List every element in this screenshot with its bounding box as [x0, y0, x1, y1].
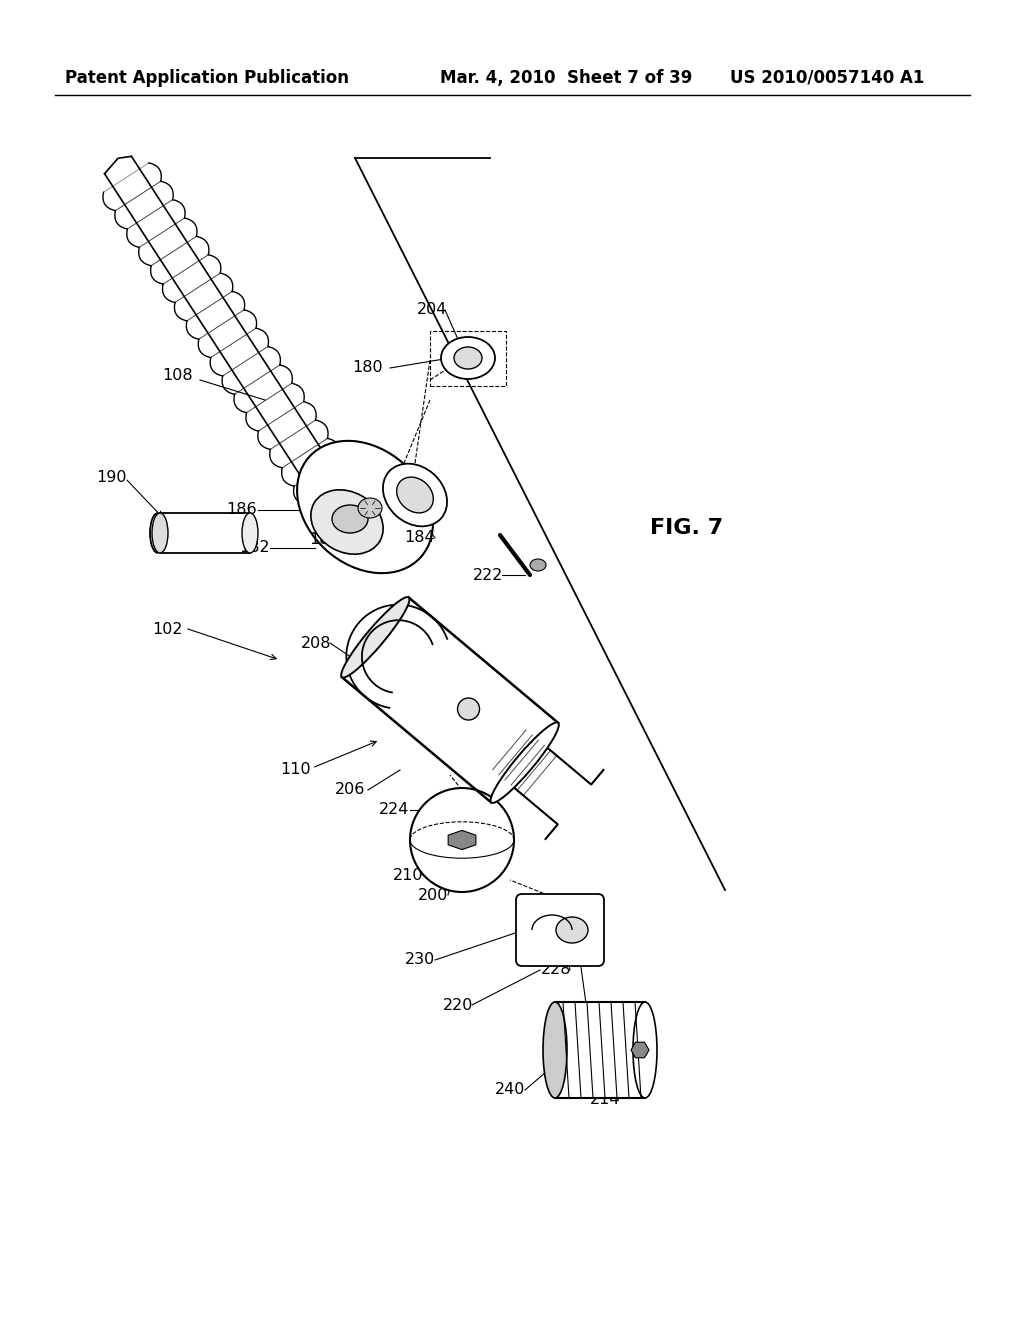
- Text: 208: 208: [301, 635, 331, 651]
- Ellipse shape: [490, 722, 559, 803]
- Ellipse shape: [383, 463, 447, 527]
- Polygon shape: [631, 1043, 649, 1057]
- Text: 214: 214: [590, 1093, 621, 1107]
- Circle shape: [410, 788, 514, 892]
- Ellipse shape: [311, 490, 383, 554]
- Text: 204: 204: [417, 302, 447, 318]
- Ellipse shape: [530, 558, 546, 572]
- Text: 228: 228: [541, 962, 571, 978]
- Text: FIG. 7: FIG. 7: [650, 517, 723, 539]
- Text: US 2010/0057140 A1: US 2010/0057140 A1: [730, 69, 925, 87]
- Ellipse shape: [341, 597, 410, 677]
- Text: 224: 224: [379, 803, 410, 817]
- Text: 102: 102: [153, 623, 183, 638]
- Text: Mar. 4, 2010  Sheet 7 of 39: Mar. 4, 2010 Sheet 7 of 39: [440, 69, 692, 87]
- Text: 216: 216: [419, 632, 450, 648]
- Ellipse shape: [297, 441, 433, 573]
- Text: 230: 230: [404, 953, 435, 968]
- Ellipse shape: [454, 347, 482, 370]
- Text: 190: 190: [96, 470, 127, 486]
- Ellipse shape: [556, 917, 588, 942]
- Polygon shape: [449, 830, 476, 850]
- FancyBboxPatch shape: [555, 1002, 645, 1098]
- Text: 108: 108: [163, 367, 194, 383]
- Ellipse shape: [242, 513, 258, 553]
- Ellipse shape: [152, 513, 168, 553]
- Text: 220: 220: [442, 998, 473, 1012]
- Text: 110: 110: [281, 763, 311, 777]
- Ellipse shape: [633, 1002, 657, 1098]
- Text: 226: 226: [560, 1011, 590, 1026]
- Ellipse shape: [441, 337, 495, 379]
- Text: Patent Application Publication: Patent Application Publication: [65, 69, 349, 87]
- Text: 210: 210: [393, 867, 423, 883]
- Polygon shape: [104, 156, 358, 524]
- Text: 200: 200: [418, 887, 449, 903]
- Ellipse shape: [543, 1002, 567, 1098]
- Ellipse shape: [358, 498, 382, 517]
- FancyBboxPatch shape: [516, 894, 604, 966]
- Ellipse shape: [396, 477, 433, 513]
- Text: 180: 180: [352, 360, 383, 375]
- Text: 232: 232: [515, 898, 545, 912]
- Text: 240: 240: [495, 1082, 525, 1097]
- Text: 188: 188: [309, 532, 340, 548]
- Polygon shape: [342, 598, 558, 803]
- Text: 206: 206: [335, 783, 366, 797]
- FancyBboxPatch shape: [160, 513, 250, 553]
- Text: 212: 212: [473, 758, 503, 772]
- Text: 184: 184: [404, 531, 435, 545]
- Ellipse shape: [458, 698, 479, 719]
- Text: 182: 182: [240, 540, 270, 556]
- Ellipse shape: [332, 506, 368, 533]
- Text: 186: 186: [226, 503, 257, 517]
- Text: 222: 222: [473, 568, 503, 582]
